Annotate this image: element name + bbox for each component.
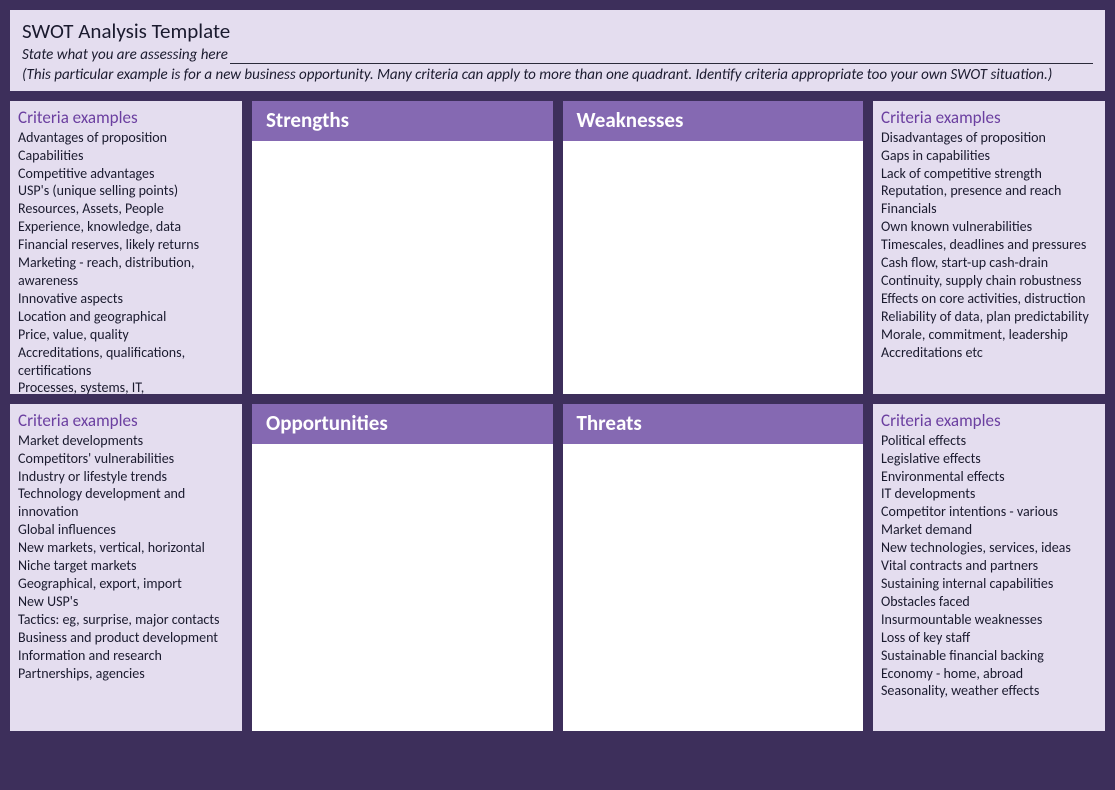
criteria-heading: Criteria examples	[18, 410, 234, 431]
subtitle-label: State what you are assessing here	[22, 46, 228, 64]
criteria-item: Marketing - reach, distribution, awarene…	[18, 254, 234, 290]
quadrant-opportunities: Opportunities	[252, 404, 553, 731]
criteria-item: Technology development and innovation	[18, 485, 234, 521]
criteria-heading: Criteria examples	[881, 410, 1097, 431]
quadrant-header-strengths: Strengths	[252, 101, 553, 141]
criteria-item: Processes, systems, IT, communications	[18, 379, 234, 393]
criteria-item: Cash flow, start-up cash-drain	[881, 254, 1097, 272]
criteria-item: Financial reserves, likely returns	[18, 236, 234, 254]
criteria-list-threats: Political effectsLegislative effectsEnvi…	[881, 432, 1097, 701]
criteria-item: Innovative aspects	[18, 290, 234, 308]
page-title: SWOT Analysis Template	[22, 18, 1093, 44]
criteria-item: Price, value, quality	[18, 326, 234, 344]
criteria-list-strengths: Advantages of propositionCapabilitiesCom…	[18, 129, 234, 394]
criteria-item: Loss of key staff	[881, 629, 1097, 647]
quadrant-body-strengths[interactable]	[252, 141, 553, 394]
criteria-item: Lack of competitive strength	[881, 165, 1097, 183]
criteria-item: Seasonality, weather effects	[881, 682, 1097, 700]
criteria-item: Obstacles faced	[881, 593, 1097, 611]
quadrant-body-opportunities[interactable]	[252, 444, 553, 731]
criteria-item: Location and geographical	[18, 308, 234, 326]
criteria-item: Timescales, deadlines and pressures	[881, 236, 1097, 254]
criteria-item: Sustainable financial backing	[881, 647, 1097, 665]
quadrant-body-threats[interactable]	[563, 444, 864, 731]
quadrant-header-weaknesses: Weaknesses	[563, 101, 864, 141]
criteria-item: Economy - home, abroad	[881, 665, 1097, 683]
criteria-list-weaknesses: Disadvantages of propositionGaps in capa…	[881, 129, 1097, 362]
criteria-item: New technologies, services, ideas	[881, 539, 1097, 557]
criteria-list-opportunities: Market developmentsCompetitors' vulnerab…	[18, 432, 234, 683]
criteria-item: Business and product development	[18, 629, 234, 647]
criteria-item: Capabilities	[18, 147, 234, 165]
criteria-item: Geographical, export, import	[18, 575, 234, 593]
criteria-item: Experience, knowledge, data	[18, 218, 234, 236]
criteria-item: Morale, commitment, leadership	[881, 326, 1097, 344]
criteria-item: Political effects	[881, 432, 1097, 450]
criteria-panel-threats: Criteria examples Political effectsLegis…	[873, 404, 1105, 731]
quadrant-header-opportunities: Opportunities	[252, 404, 553, 444]
quadrant-body-weaknesses[interactable]	[563, 141, 864, 394]
criteria-item: Financials	[881, 200, 1097, 218]
criteria-item: Competitive advantages	[18, 165, 234, 183]
criteria-item: Advantages of proposition	[18, 129, 234, 147]
criteria-item: New USP's	[18, 593, 234, 611]
criteria-item: Environmental effects	[881, 468, 1097, 486]
criteria-item: Effects on core activities, distruction	[881, 290, 1097, 308]
quadrant-weaknesses: Weaknesses	[563, 101, 864, 394]
criteria-item: Sustaining internal capabilities	[881, 575, 1097, 593]
subtitle-underline	[230, 50, 1093, 64]
criteria-item: Own known vulnerabilities	[881, 218, 1097, 236]
criteria-item: Continuity, supply chain robustness	[881, 272, 1097, 290]
criteria-item: Accreditations, qualifications, certific…	[18, 344, 234, 380]
quadrant-header-threats: Threats	[563, 404, 864, 444]
criteria-item: Global influences	[18, 521, 234, 539]
criteria-item: Competitor intentions - various	[881, 503, 1097, 521]
criteria-heading: Criteria examples	[18, 107, 234, 128]
swot-grid: Criteria examples Advantages of proposit…	[10, 101, 1105, 731]
template-header: SWOT Analysis Template State what you ar…	[10, 10, 1105, 91]
criteria-item: Reliability of data, plan predictability	[881, 308, 1097, 326]
criteria-item: Legislative effects	[881, 450, 1097, 468]
criteria-item: Accreditations etc	[881, 344, 1097, 362]
criteria-item: Insurmountable weaknesses	[881, 611, 1097, 629]
criteria-item: Competitors' vulnerabilities	[18, 450, 234, 468]
criteria-item: Partnerships, agencies	[18, 665, 234, 683]
criteria-panel-weaknesses: Criteria examples Disadvantages of propo…	[873, 101, 1105, 394]
criteria-item: Market demand	[881, 521, 1097, 539]
criteria-item: Market developments	[18, 432, 234, 450]
criteria-item: Reputation, presence and reach	[881, 182, 1097, 200]
criteria-item: USP's (unique selling points)	[18, 182, 234, 200]
subtitle-description: (This particular example is for a new bu…	[22, 66, 1093, 85]
quadrant-strengths: Strengths	[252, 101, 553, 394]
criteria-item: Disadvantages of proposition	[881, 129, 1097, 147]
criteria-panel-strengths: Criteria examples Advantages of proposit…	[10, 101, 242, 394]
quadrant-threats: Threats	[563, 404, 864, 731]
criteria-panel-opportunities: Criteria examples Market developmentsCom…	[10, 404, 242, 731]
criteria-item: IT developments	[881, 485, 1097, 503]
criteria-item: Gaps in capabilities	[881, 147, 1097, 165]
criteria-item: New markets, vertical, horizontal	[18, 539, 234, 557]
criteria-item: Resources, Assets, People	[18, 200, 234, 218]
criteria-item: Industry or lifestyle trends	[18, 468, 234, 486]
subtitle-row: State what you are assessing here	[22, 46, 1093, 64]
criteria-heading: Criteria examples	[881, 107, 1097, 128]
criteria-item: Information and research	[18, 647, 234, 665]
criteria-item: Vital contracts and partners	[881, 557, 1097, 575]
criteria-item: Tactics: eg, surprise, major contacts	[18, 611, 234, 629]
criteria-item: Niche target markets	[18, 557, 234, 575]
